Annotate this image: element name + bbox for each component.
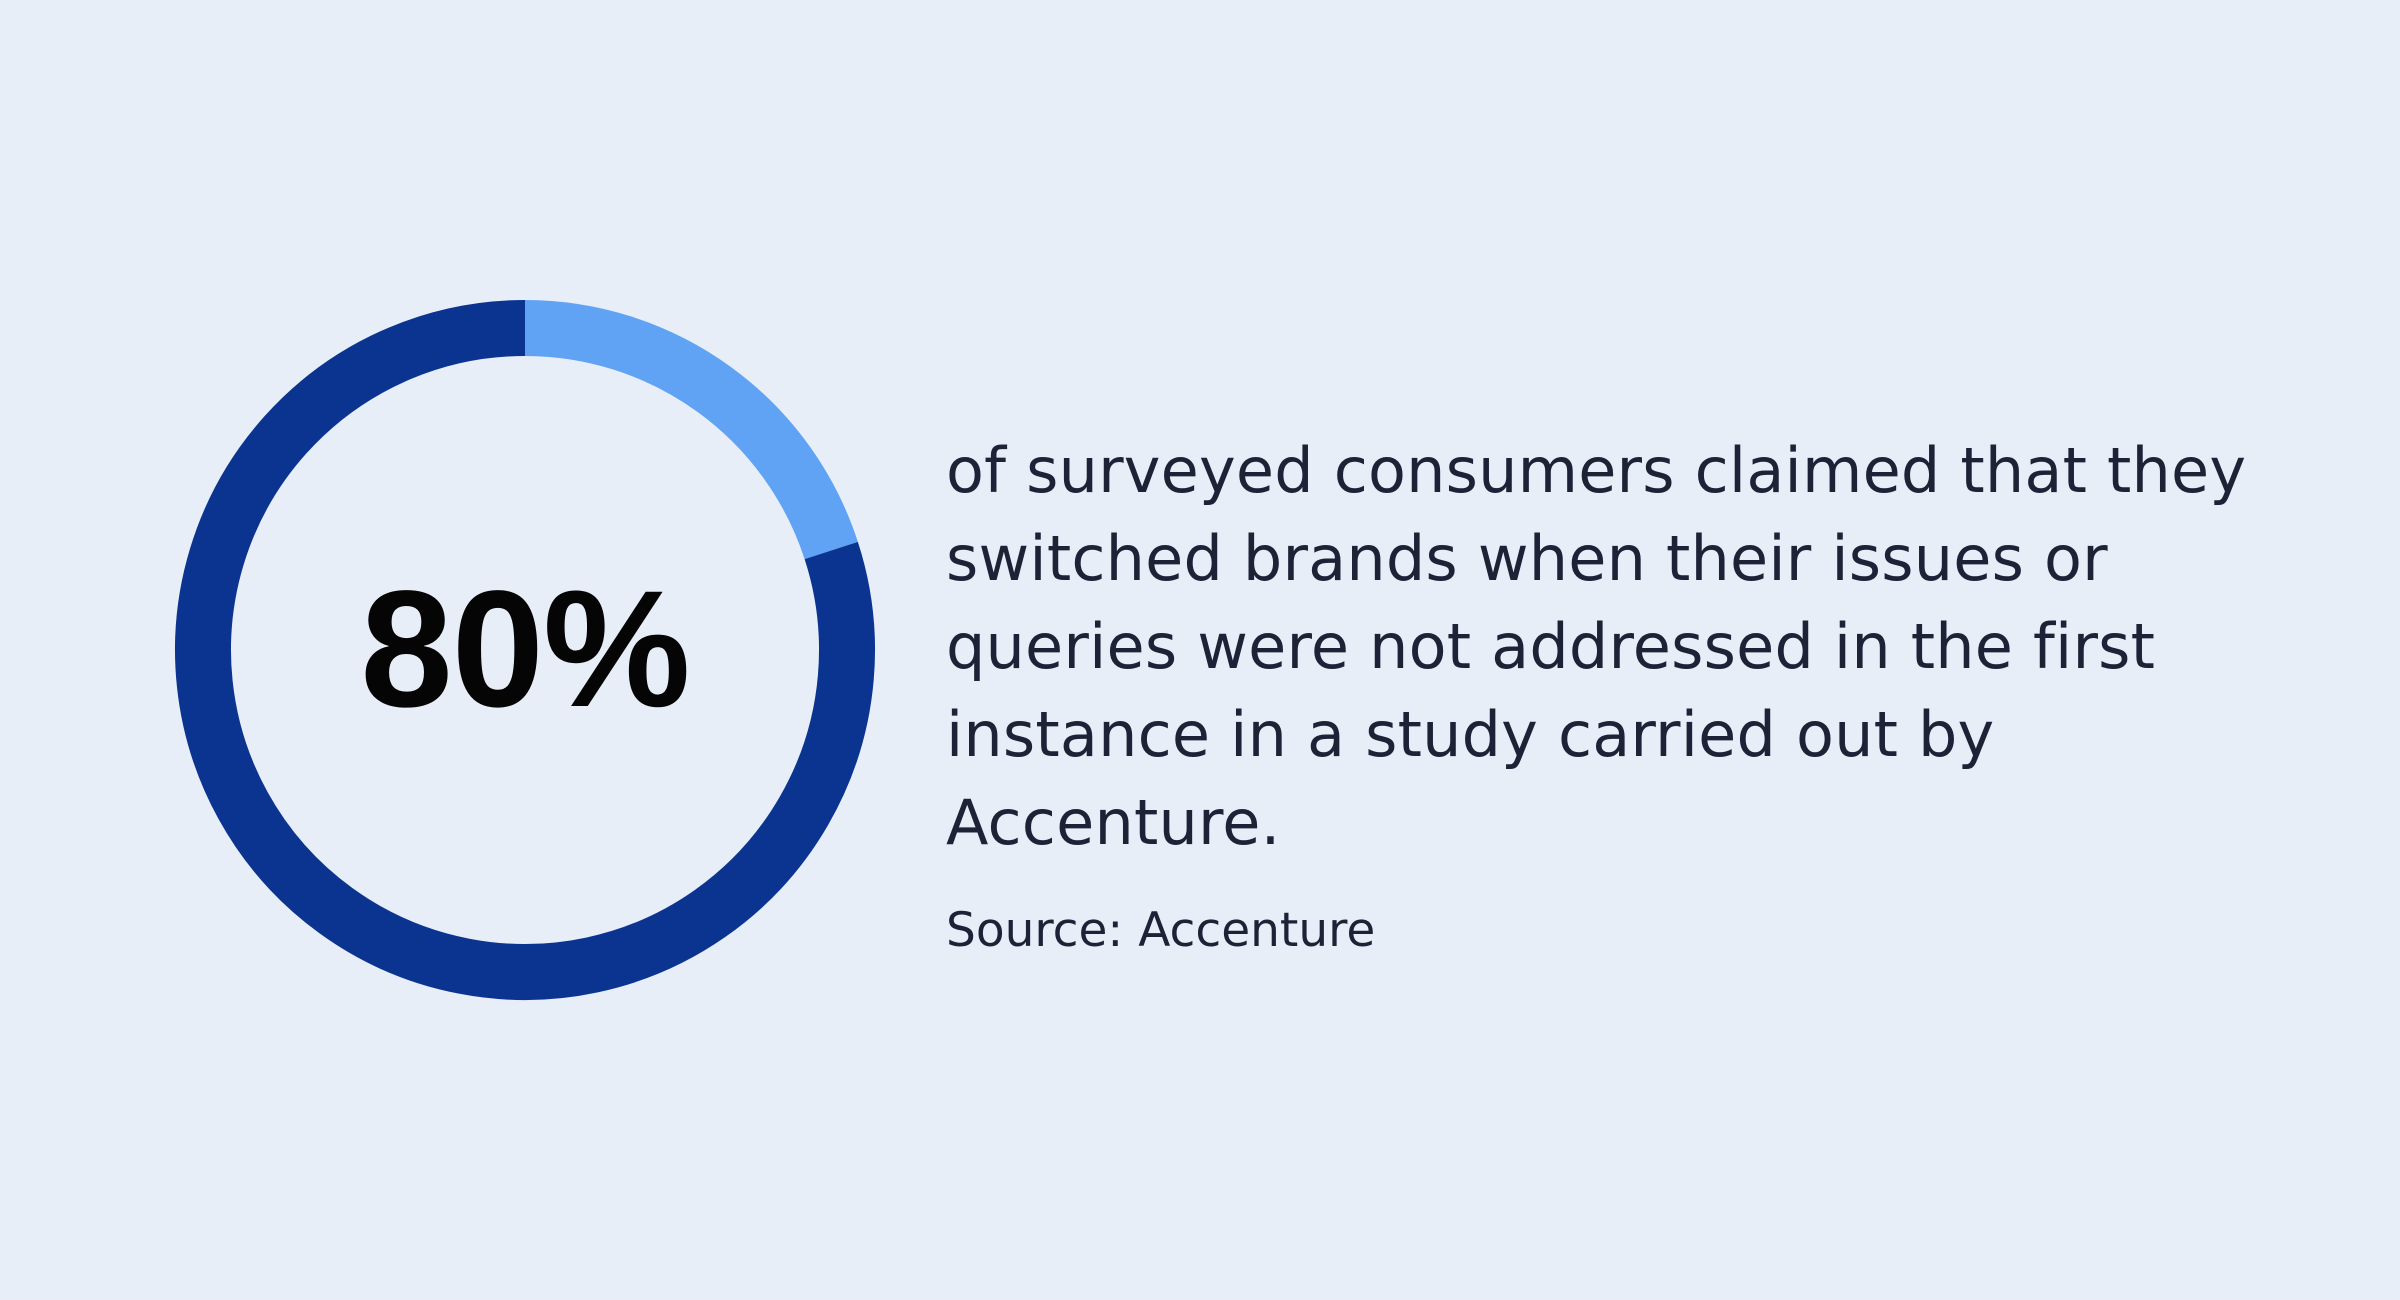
donut-chart: 80%: [170, 295, 880, 1005]
stat-copy: of surveyed consumers claimed that they …: [946, 427, 2266, 959]
donut-svg: [175, 300, 875, 1000]
donut-slice-secondary: [524, 300, 858, 560]
stat-description: of surveyed consumers claimed that they …: [946, 434, 2247, 859]
donut-slice-primary: [175, 300, 875, 1000]
center-value: 80%: [360, 557, 690, 742]
source-attribution: Source: Accenture: [946, 903, 1376, 958]
